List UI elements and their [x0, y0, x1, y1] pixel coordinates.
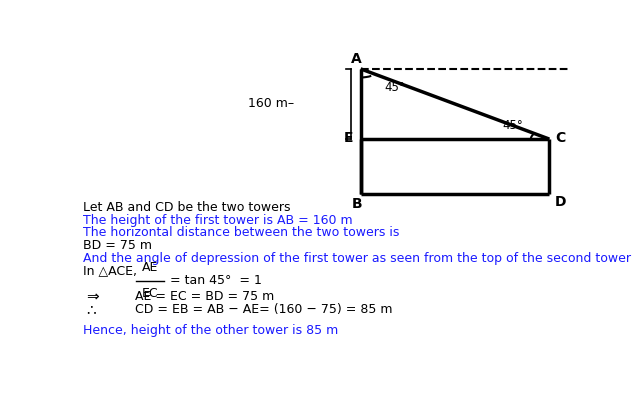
Text: And the angle of depression of the first tower as seen from the top of the secon: And the angle of depression of the first… [83, 252, 632, 265]
Text: 45°: 45° [502, 119, 523, 132]
Text: 45°: 45° [384, 81, 405, 94]
Text: BD = 75 m: BD = 75 m [83, 239, 152, 252]
Text: D: D [555, 195, 566, 209]
Text: EC: EC [142, 288, 159, 301]
Text: = tan 45°  = 1: = tan 45° = 1 [169, 274, 262, 287]
Text: 160 m–: 160 m– [248, 97, 295, 110]
Text: C: C [555, 131, 566, 145]
Text: B: B [351, 197, 362, 211]
Text: In △ACE,: In △ACE, [83, 264, 137, 277]
Text: E: E [344, 131, 353, 145]
Text: AE: AE [142, 261, 158, 274]
Text: CD = EB = AB − AE= (160 − 75) = 85 m: CD = EB = AB − AE= (160 − 75) = 85 m [135, 303, 393, 316]
Text: AE = EC = BD = 75 m: AE = EC = BD = 75 m [135, 290, 274, 303]
Text: Hence, height of the other tower is 85 m: Hence, height of the other tower is 85 m [83, 324, 338, 337]
Text: Let AB and CD be the two towers: Let AB and CD be the two towers [83, 201, 291, 214]
Text: ∴: ∴ [87, 302, 96, 317]
Text: The height of the first tower is AB = 160 m: The height of the first tower is AB = 16… [83, 214, 353, 227]
Text: The horizontal distance between the two towers is: The horizontal distance between the two … [83, 226, 399, 239]
Text: A: A [351, 52, 362, 66]
Text: ⇒: ⇒ [87, 289, 99, 304]
